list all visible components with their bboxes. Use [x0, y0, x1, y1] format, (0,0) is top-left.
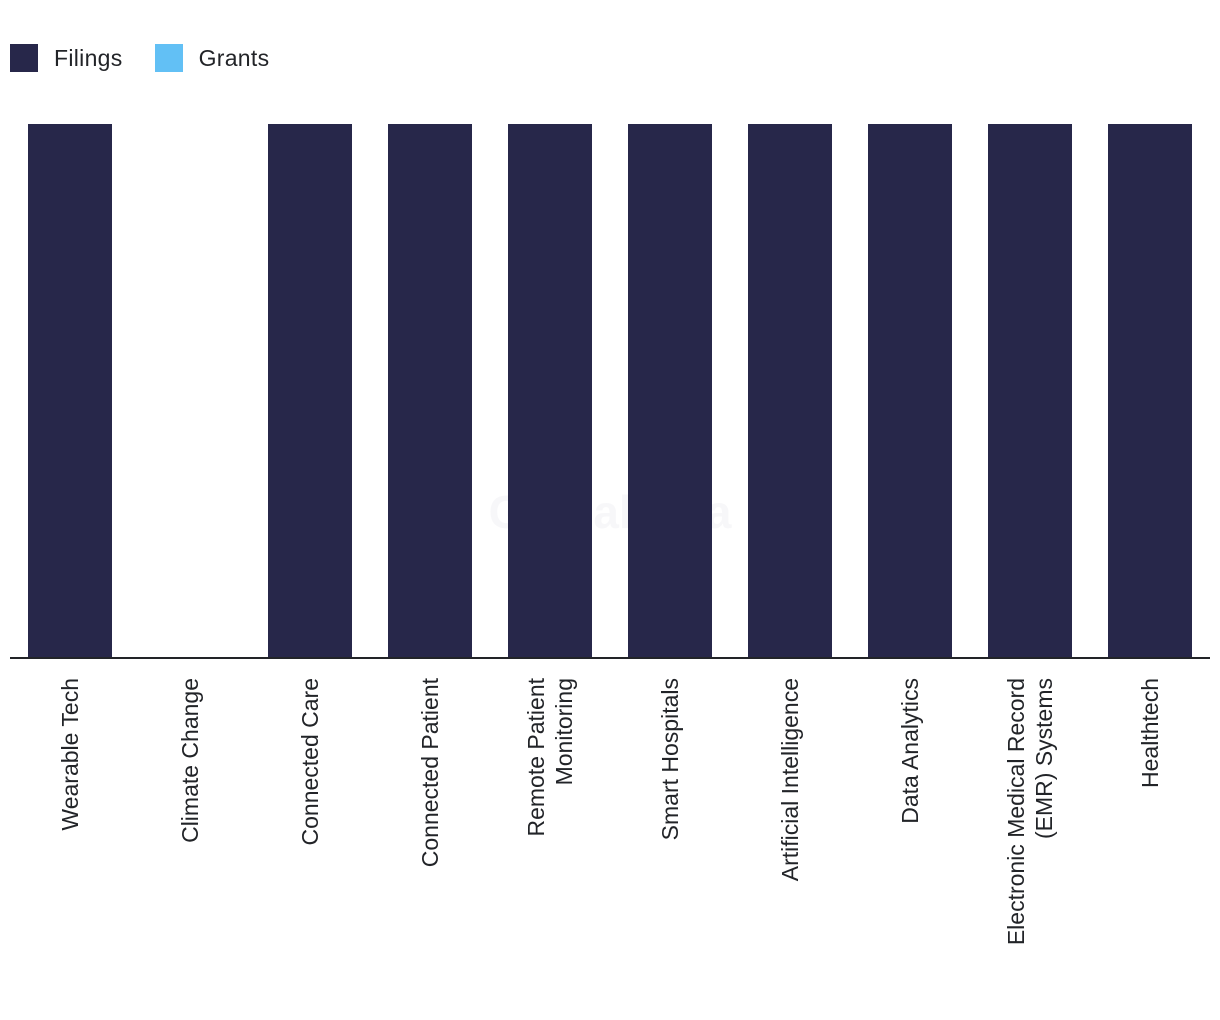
x-tick-label-line: Monitoring — [551, 678, 577, 785]
x-tick-label: Wearable Tech — [57, 678, 83, 831]
x-tick-label-line: Climate Change — [177, 678, 203, 843]
legend-label-filings: Filings — [54, 44, 123, 71]
legend-label-grants: Grants — [198, 44, 270, 71]
x-tick-label: Remote PatientMonitoring — [523, 677, 577, 836]
bars-layer — [28, 124, 1192, 658]
x-tick-label-line: (EMR) Systems — [1031, 678, 1057, 839]
x-tick-label-line: Data Analytics — [897, 678, 923, 824]
x-tick-label: Smart Hospitals — [657, 678, 683, 840]
bar-filings-2[interactable] — [268, 124, 352, 658]
x-tick-label-line: Remote Patient — [523, 677, 549, 836]
legend-item-filings[interactable]: Filings — [10, 44, 123, 72]
bar-filings-4[interactable] — [508, 124, 592, 658]
x-tick-label-line: Connected Care — [297, 678, 323, 846]
bar-filings-8[interactable] — [988, 124, 1072, 658]
x-tick-labels: Wearable Tech Climate Change Connected Car… — [57, 677, 1163, 945]
x-tick-label: Data Analytics — [897, 678, 923, 824]
x-tick-label: Electronic Medical Record(EMR) Systems — [1003, 678, 1057, 945]
x-tick-label-line: Wearable Tech — [57, 678, 83, 831]
bar-filings-7[interactable] — [868, 124, 952, 658]
x-tick-label: Healthtech — [1137, 678, 1163, 788]
x-tick-label-line: Artificial Intelligence — [777, 678, 803, 881]
x-tick-label-line: Smart Hospitals — [657, 678, 683, 840]
x-tick-label-line: Electronic Medical Record — [1003, 678, 1029, 945]
legend-swatch-grants — [154, 44, 183, 72]
x-tick-label: Climate Change — [177, 678, 203, 843]
bar-filings-5[interactable] — [628, 124, 712, 658]
x-tick-label: Connected Patient — [417, 677, 443, 867]
bar-filings-9[interactable] — [1108, 124, 1192, 658]
x-tick-label-line: Healthtech — [1137, 678, 1163, 788]
x-tick-label: Artificial Intelligence — [777, 678, 803, 881]
legend: Filings Grants — [10, 44, 269, 72]
bar-filings-6[interactable] — [748, 124, 832, 658]
bar-filings-3[interactable] — [388, 124, 472, 658]
bar-filings-0[interactable] — [28, 124, 112, 658]
legend-item-grants[interactable]: Grants — [154, 44, 270, 72]
legend-swatch-filings — [10, 44, 38, 72]
x-tick-label: Connected Care — [297, 678, 323, 846]
x-tick-label-line: Connected Patient — [417, 677, 443, 867]
